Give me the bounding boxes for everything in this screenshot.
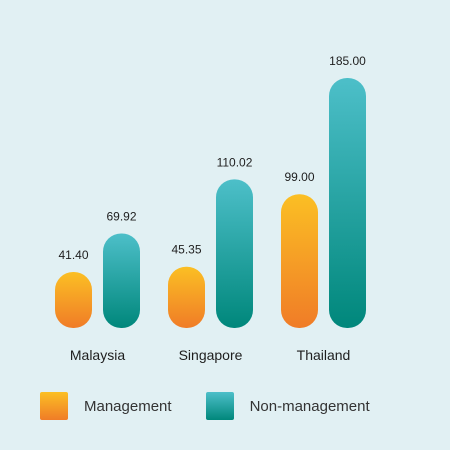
data-label-non-management-singapore: 110.02 [217, 155, 253, 169]
data-label-non-management-malaysia: 69.92 [106, 210, 136, 224]
bar-non-management-singapore [216, 179, 253, 328]
category-label-malaysia: Malaysia [70, 347, 125, 363]
legend-label-management: Management [84, 397, 172, 415]
category-label-thailand: Thailand [297, 347, 351, 363]
legend: Management Non-management [40, 392, 404, 420]
bar-non-management-thailand [329, 78, 366, 328]
data-label-management-singapore: 45.35 [171, 243, 201, 257]
legend-item-management: Management [40, 392, 172, 420]
data-label-management-thailand: 99.00 [284, 170, 314, 184]
legend-swatch-management [40, 392, 68, 420]
bar-non-management-malaysia [103, 233, 140, 328]
legend-item-non-management: Non-management [205, 392, 370, 420]
data-label-non-management-thailand: 185.00 [329, 54, 366, 68]
bar-management-thailand [281, 194, 318, 328]
data-label-management-malaysia: 41.40 [58, 248, 88, 262]
legend-label-non-management: Non-management [249, 397, 370, 415]
legend-swatch-non-management [205, 392, 234, 420]
bar-management-malaysia [55, 272, 92, 328]
bar-management-singapore [168, 266, 205, 328]
category-label-singapore: Singapore [179, 347, 243, 363]
